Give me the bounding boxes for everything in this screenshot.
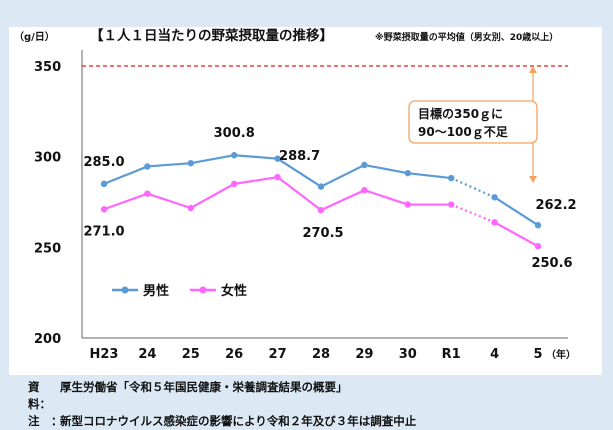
x-tick-label-H23: H23 (90, 347, 119, 362)
data-point-male-4 (491, 194, 498, 201)
y-tick-label-350: 350 (34, 60, 61, 75)
data-point-male-29 (361, 161, 368, 169)
data-label-female-27: 288.7 (279, 149, 320, 164)
footnotes: 資料： 厚生労働省「令和５年国民健康・栄養調査結果の概要」 注 ： 新型コロナウ… (28, 379, 416, 430)
chart-panel (9, 27, 602, 375)
data-point-male-26 (231, 152, 238, 159)
data-point-female-27 (274, 173, 281, 181)
data-label-male-H23: 285.0 (83, 155, 124, 170)
annotation-line-1: 目標の350ｇに (418, 106, 503, 122)
survey-note: 注 ： 新型コロナウイルス感染症の影響により令和２年及び３年は調査中止 (28, 413, 416, 430)
y-tick-label-250: 250 (34, 241, 61, 256)
annotation-arrowhead-down (529, 176, 537, 183)
note-text: 新型コロナウイルス感染症の影響により令和２年及び３年は調査中止 (60, 414, 417, 428)
x-tick-label-5: 5 (533, 347, 542, 362)
data-point-male-H23 (100, 180, 108, 188)
data-point-male-27 (274, 155, 281, 162)
data-point-male-28 (317, 183, 325, 190)
legend-male-label: 男性 (143, 283, 169, 299)
data-label-male-26: 300.8 (214, 126, 255, 141)
x-tick-label-28: 28 (312, 347, 330, 362)
data-point-male-5 (534, 222, 542, 229)
data-point-male-30 (404, 169, 411, 177)
y-axis-unit: （g/日） (14, 30, 55, 43)
data-point-female-25 (187, 204, 194, 212)
x-tick-label-29: 29 (355, 347, 373, 362)
legend: 男性 女性 (112, 283, 247, 299)
legend-male-marker (121, 286, 129, 294)
data-label-male-5: 262.2 (535, 198, 576, 213)
legend-female-marker (199, 286, 207, 294)
data-point-female-29 (361, 187, 368, 194)
data-point-male-24 (144, 163, 151, 170)
data-point-male-25 (187, 159, 194, 167)
chart-title: 【１人１日当たりの野菜摂取量の推移】 (90, 27, 333, 44)
target-gap-annotation: 目標の350ｇに 90～100ｇ不足 (408, 66, 538, 183)
data-point-female-24 (144, 190, 151, 197)
x-tick-label-25: 25 (182, 347, 200, 362)
data-label-female-28: 270.5 (302, 226, 343, 241)
source-text: 厚生労働省「令和５年国民健康・栄養調査結果の概要」 (60, 380, 348, 394)
source-note: 資料： 厚生労働省「令和５年国民健康・栄養調査結果の概要」 (28, 379, 416, 413)
x-tick-label-4: 4 (490, 347, 499, 362)
series-gap-line-male (450, 177, 496, 199)
data-label-female-5: 250.6 (531, 256, 572, 271)
note-label: 注 ： (28, 414, 63, 428)
series-line-recent-female (494, 221, 539, 248)
data-point-female-R1 (448, 201, 455, 208)
x-axis-unit: （年） (546, 348, 576, 361)
data-point-female-28 (317, 206, 325, 214)
x-tick-label-26: 26 (225, 347, 243, 362)
series-line-recent-male (494, 196, 539, 227)
source-label: 資料： (28, 380, 51, 411)
series-gap-line-female (450, 203, 496, 224)
data-label-female-H23: 271.0 (83, 224, 124, 239)
x-tick-label-24: 24 (138, 347, 156, 362)
legend-female-label: 女性 (221, 283, 247, 299)
data-point-female-5 (534, 243, 542, 250)
y-tick-label-200: 200 (34, 332, 61, 347)
data-point-female-30 (404, 201, 411, 208)
annotation-box (408, 100, 538, 144)
data-point-female-4 (491, 219, 498, 226)
data-point-male-R1 (448, 174, 455, 182)
data-point-female-H23 (100, 206, 108, 213)
x-tick-label-R1: R1 (442, 347, 461, 362)
y-tick-label-300: 300 (34, 151, 61, 166)
x-tick-label-27: 27 (269, 347, 287, 362)
annotation-line-2: 90～100ｇ不足 (418, 125, 508, 140)
series-line-female (103, 175, 452, 212)
x-tick-label-30: 30 (399, 347, 417, 362)
data-point-female-26 (231, 180, 238, 188)
chart-subtitle: ※野菜摂取量の平均値（男女別、20歳以上） (375, 31, 558, 43)
annotation-arrowhead-up (529, 66, 537, 73)
